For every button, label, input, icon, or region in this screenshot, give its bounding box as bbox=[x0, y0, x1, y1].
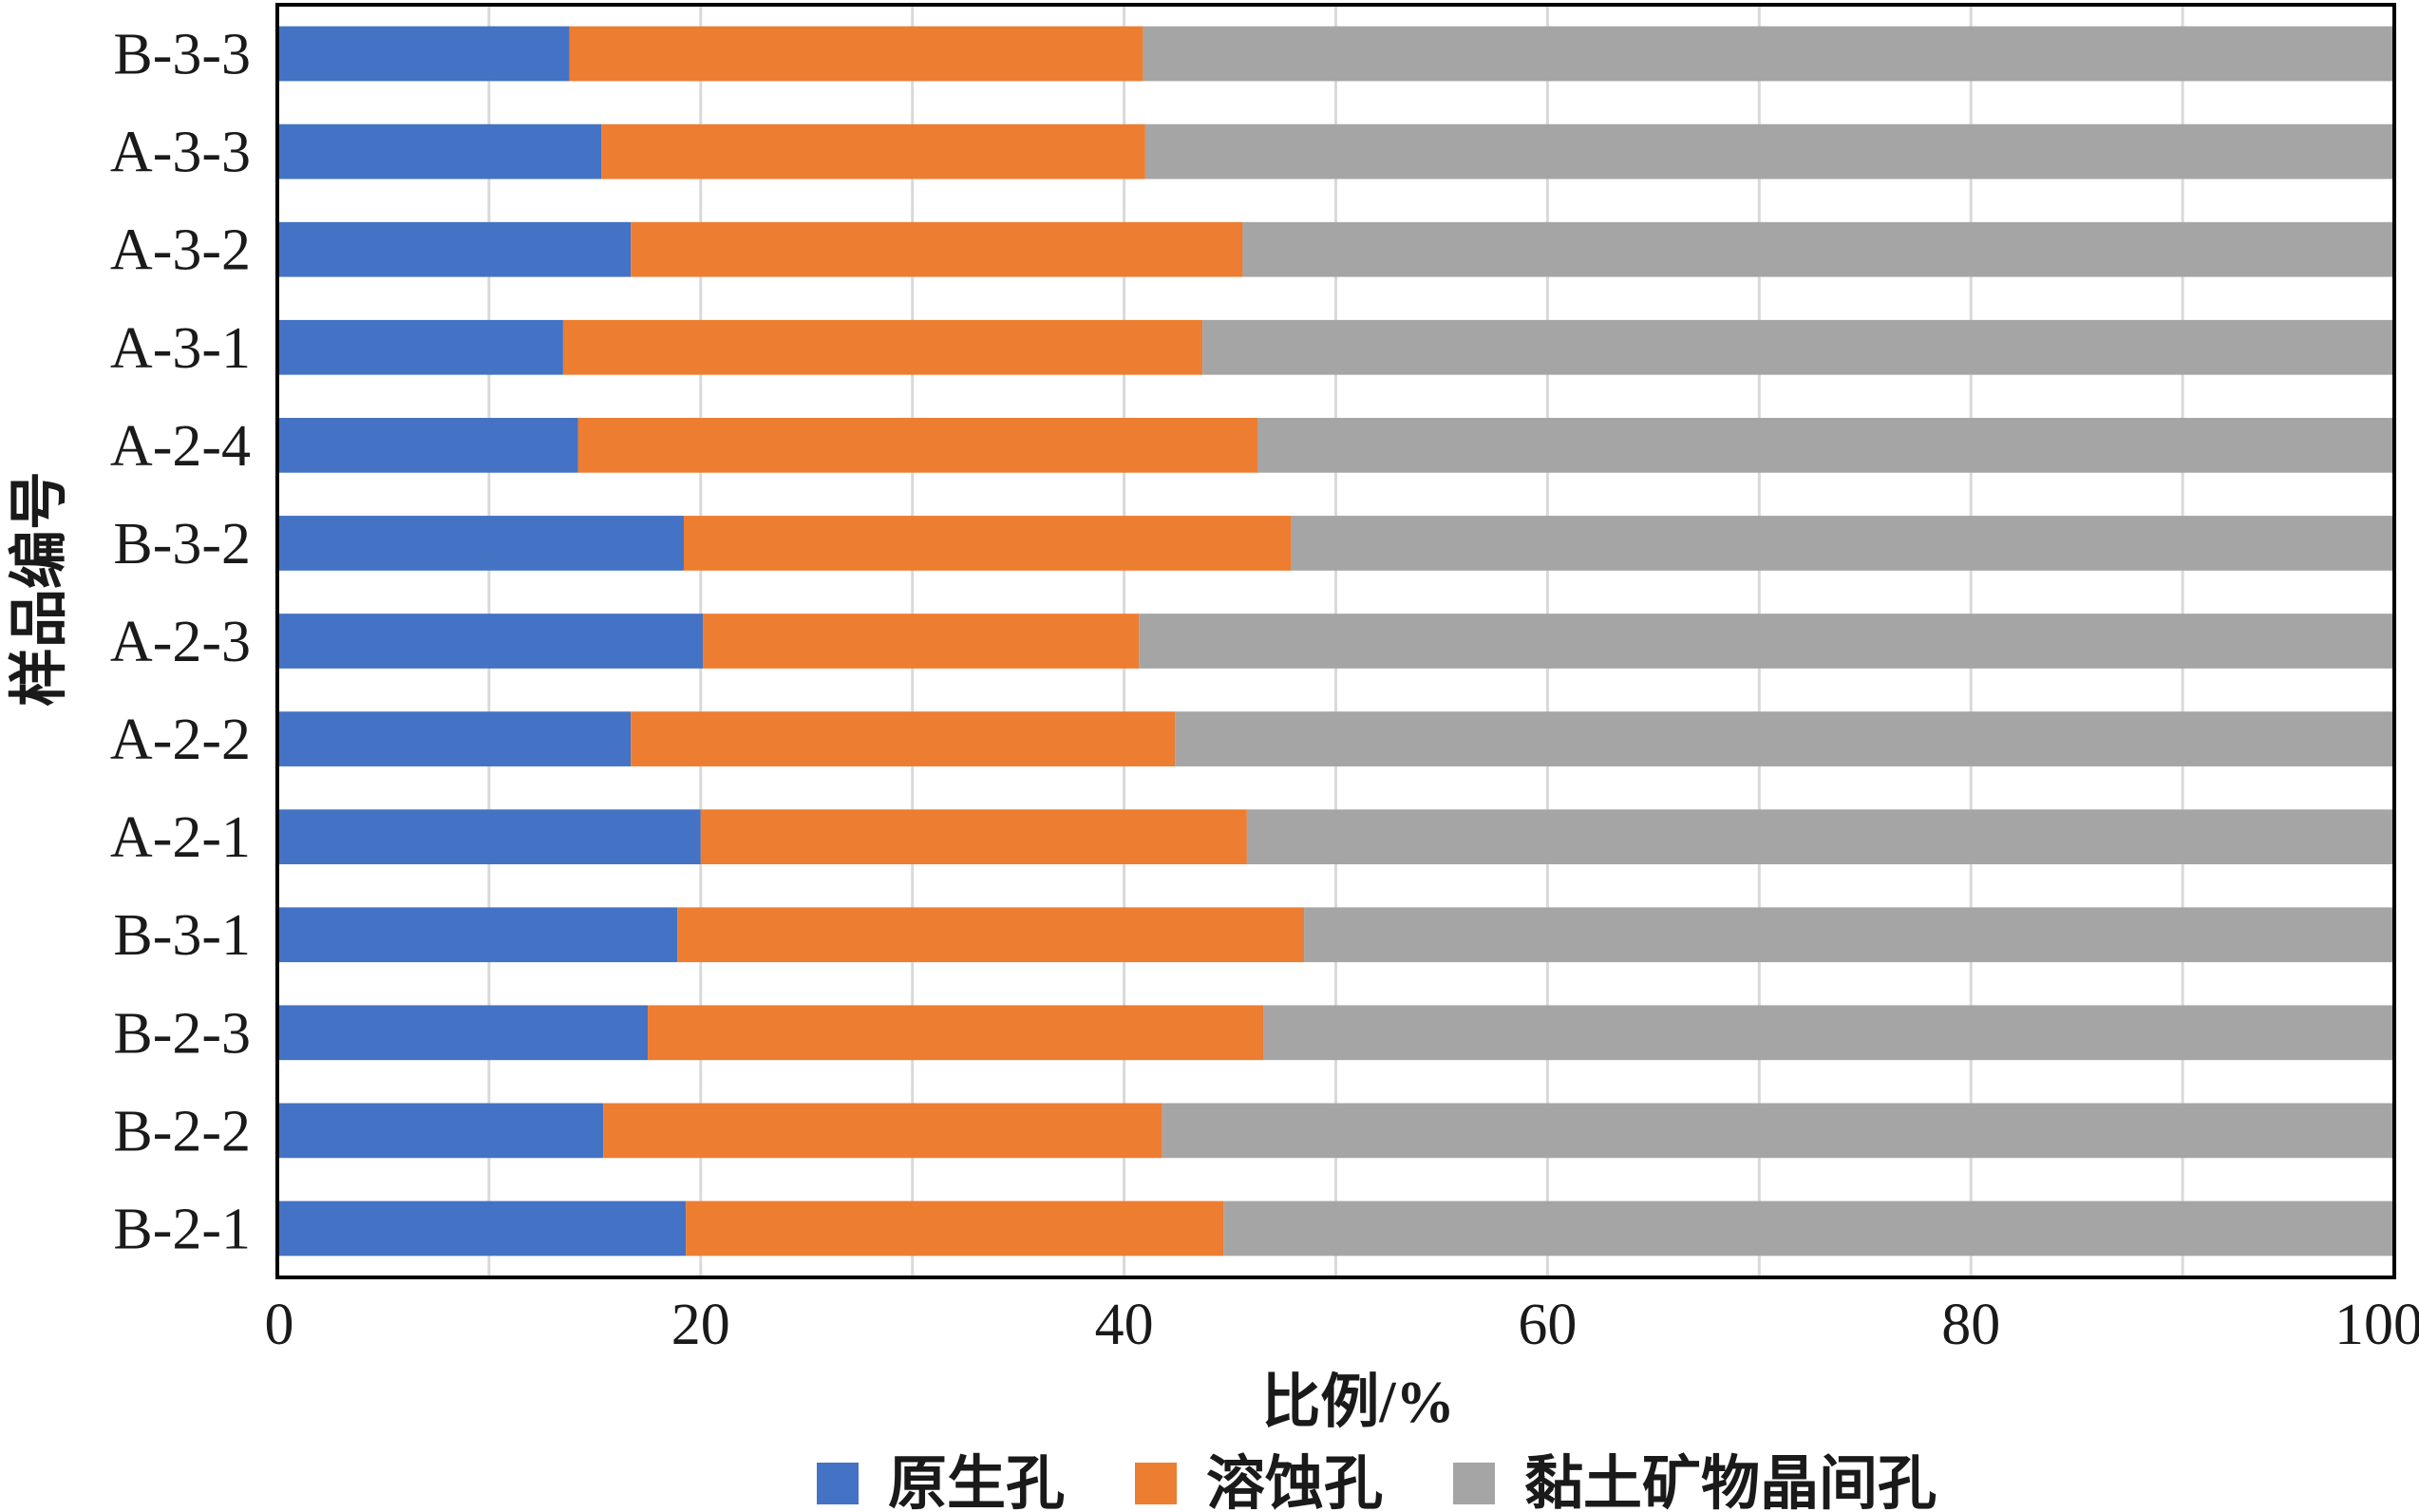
y-tick-label: A-3-3 bbox=[110, 121, 251, 185]
bar-segment bbox=[277, 26, 570, 82]
legend: 原生孔 溶蚀孔 黏土矿物晶间孔 bbox=[817, 1451, 1937, 1512]
bar-segment bbox=[677, 907, 1305, 963]
legend-label: 原生孔 bbox=[888, 1452, 1065, 1512]
x-tick-labels: 0 20 40 60 80 100 bbox=[265, 1293, 2419, 1357]
x-tick-label: 0 bbox=[265, 1293, 294, 1357]
y-tick-label: A-2-1 bbox=[110, 805, 251, 870]
bar-segment bbox=[1246, 809, 2394, 865]
legend-label: 黏土矿物晶间孔 bbox=[1524, 1451, 1937, 1512]
legend-label: 溶蚀孔 bbox=[1206, 1451, 1383, 1512]
bar-segment bbox=[277, 711, 632, 766]
y-tick-label: A-2-3 bbox=[110, 610, 251, 674]
bar-segment bbox=[577, 417, 1258, 473]
bar-segment bbox=[686, 1200, 1224, 1257]
bar-segment bbox=[631, 711, 1176, 766]
bar-segment bbox=[1139, 614, 2394, 669]
bar-segment bbox=[277, 1005, 649, 1061]
bar-segment bbox=[603, 1103, 1162, 1159]
bar-segment bbox=[277, 809, 701, 865]
bar-segment bbox=[562, 319, 1203, 375]
legend-swatch bbox=[1135, 1463, 1177, 1504]
bar-segment bbox=[277, 319, 563, 375]
bar-segment bbox=[1162, 1103, 2394, 1159]
x-tick-label: 60 bbox=[1518, 1293, 1577, 1357]
bar-segment bbox=[569, 26, 1143, 82]
bar-segment bbox=[277, 123, 602, 180]
x-tick-label: 100 bbox=[2334, 1293, 2419, 1357]
bar-segment bbox=[700, 809, 1247, 865]
y-tick-label: A-3-2 bbox=[110, 218, 251, 283]
bar-segment bbox=[277, 1200, 687, 1257]
bar-segment bbox=[1144, 123, 2394, 180]
y-tick-label: B-3-3 bbox=[113, 23, 251, 87]
bar-segment bbox=[277, 516, 684, 571]
bar-segment bbox=[277, 417, 578, 473]
bar-segment bbox=[1257, 417, 2394, 473]
y-tick-label: A-2-4 bbox=[110, 414, 251, 479]
y-tick-label: B-3-1 bbox=[113, 903, 251, 968]
bar-segment bbox=[703, 614, 1140, 669]
bar-segment bbox=[631, 221, 1243, 277]
bar-segment bbox=[1291, 516, 2394, 571]
bar-segment bbox=[277, 221, 632, 277]
y-axis-title: 样品编号 bbox=[7, 471, 72, 707]
x-tick-label: 20 bbox=[671, 1293, 730, 1357]
bar-segment bbox=[1202, 319, 2394, 375]
y-tick-label: B-3-2 bbox=[113, 512, 251, 576]
y-tick-label: B-2-2 bbox=[113, 1099, 251, 1163]
bar-segment bbox=[277, 907, 678, 963]
bar-segment bbox=[277, 1103, 604, 1159]
x-axis-title: 比例/% bbox=[1261, 1370, 1454, 1435]
y-tick-labels: B-3-3 A-3-3 A-3-2 A-3-1 A-2-4 B-3-2 A-2-3 A-2-2… bbox=[110, 23, 251, 1262]
bar-segment bbox=[601, 123, 1145, 180]
bar-segment bbox=[683, 516, 1292, 571]
bar-segment bbox=[1223, 1200, 2394, 1257]
y-tick-label: B-2-3 bbox=[113, 1001, 251, 1066]
legend-swatch bbox=[817, 1463, 859, 1504]
bar-segment bbox=[1263, 1005, 2394, 1061]
x-tick-label: 80 bbox=[1941, 1293, 2000, 1357]
x-tick-label: 40 bbox=[1095, 1293, 1154, 1357]
bar-segment bbox=[1304, 907, 2394, 963]
y-tick-label: A-2-2 bbox=[110, 708, 251, 772]
y-tick-label: A-3-1 bbox=[110, 316, 251, 381]
bar-segment bbox=[1175, 711, 2394, 766]
bar-segment bbox=[1143, 26, 2394, 82]
bar-segment bbox=[277, 614, 704, 669]
y-tick-label: B-2-1 bbox=[113, 1197, 251, 1261]
bars bbox=[277, 26, 2394, 1257]
bar-segment bbox=[1242, 221, 2394, 277]
bar-segment bbox=[648, 1005, 1264, 1061]
legend-swatch bbox=[1453, 1463, 1495, 1504]
plot-frame bbox=[275, 3, 2396, 1279]
